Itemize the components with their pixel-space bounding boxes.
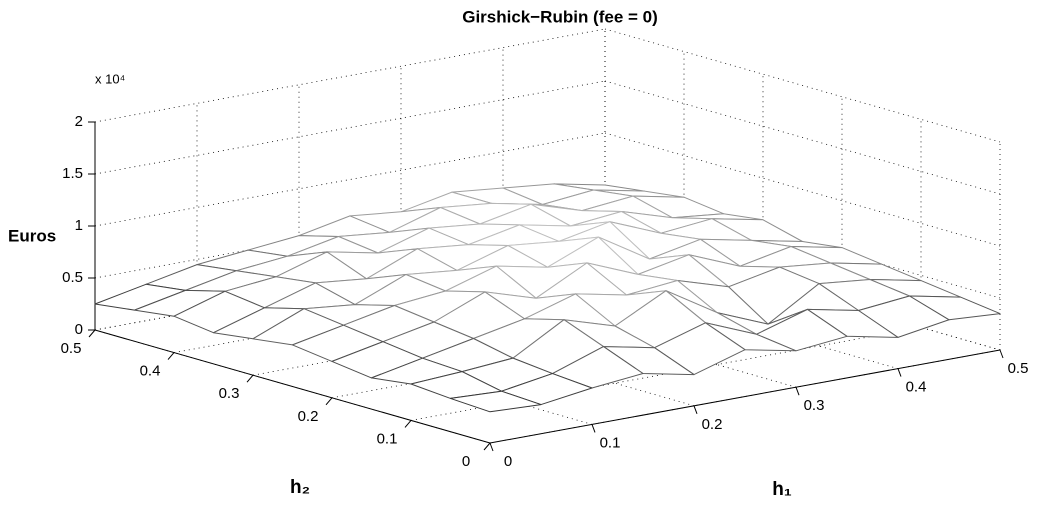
tick-mark <box>999 349 1004 359</box>
tick-mark <box>795 387 800 396</box>
z-axis-label: Euros <box>8 226 56 245</box>
x-tick-label: 0 <box>504 453 512 470</box>
z-tick-label: 0 <box>75 321 83 338</box>
tick-mark <box>246 374 254 383</box>
y-axis <box>94 329 491 444</box>
z-multiplier: x 10⁴ <box>95 71 125 86</box>
y-tick-label: 0.3 <box>219 385 240 402</box>
x-tick-label: 0.3 <box>804 397 825 414</box>
tick-mark <box>88 329 96 338</box>
x-tick-label: 0.4 <box>906 379 927 396</box>
y-tick-label: 0.2 <box>298 408 319 425</box>
y-axis-label: h₂ <box>290 477 310 498</box>
x-axis-label: h₁ <box>772 479 792 500</box>
tick-mark <box>897 368 902 377</box>
surface-patch <box>450 390 542 413</box>
y-tick-label: 0.1 <box>377 430 398 447</box>
tick-mark <box>489 442 494 452</box>
grid-line <box>604 80 1001 195</box>
grid-line <box>604 28 1001 143</box>
tick-mark <box>483 442 491 451</box>
grid-line <box>604 132 1001 247</box>
grid-line <box>94 28 606 123</box>
y-tick-label: 0.4 <box>140 363 161 380</box>
x-tick-label: 0.5 <box>1008 360 1029 377</box>
x-tick-label: 0.2 <box>702 416 723 433</box>
tick-mark <box>404 420 412 428</box>
tick-mark <box>591 424 596 433</box>
tick-mark <box>693 405 698 414</box>
chart-title: Girshick−Rubin (fee = 0) <box>462 7 658 26</box>
grid-line <box>94 80 606 175</box>
x-axis <box>489 349 1001 444</box>
z-tick-label: 1.5 <box>62 165 83 182</box>
z-tick-label: 0.5 <box>62 269 83 286</box>
tick-mark <box>167 352 175 360</box>
x-tick-label: 0.1 <box>600 434 621 451</box>
z-tick-label: 2 <box>75 113 83 130</box>
y-tick-label: 0 <box>462 453 470 470</box>
y-tick-label: 0.5 <box>61 340 82 357</box>
z-tick-label: 1 <box>75 217 83 234</box>
tick-mark <box>325 397 333 406</box>
